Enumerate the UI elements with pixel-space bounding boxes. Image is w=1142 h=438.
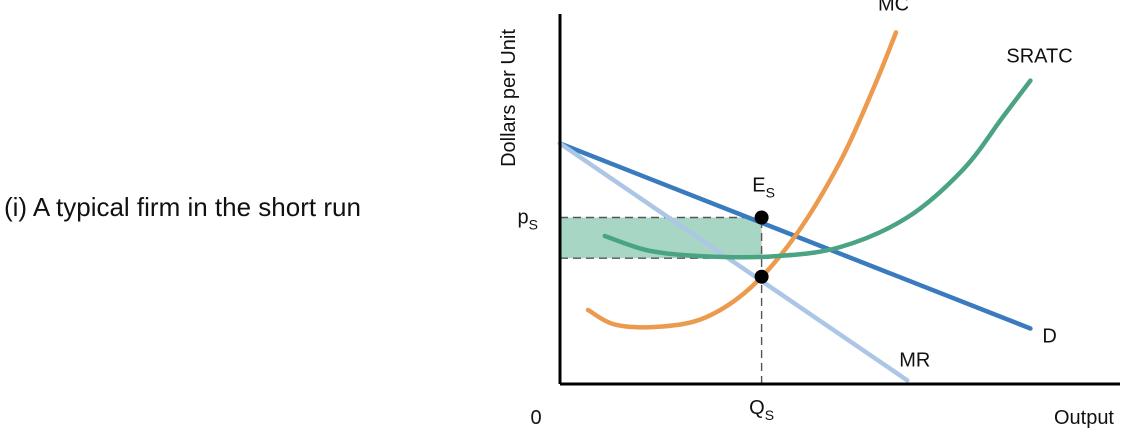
series-layer [557, 30, 1033, 383]
origin-label: 0 [530, 407, 541, 429]
series-label-mr: MR [899, 349, 930, 371]
axes-layer [558, 14, 1120, 386]
series-label-d: D [1042, 326, 1056, 348]
series-mc-curve [585, 30, 899, 330]
series-sratc-curve [602, 78, 1033, 260]
points-layer [754, 210, 769, 284]
point-es [754, 210, 769, 225]
series-label-mc: MC [878, 0, 909, 16]
y-axis-label: Dollars per Unit [498, 29, 520, 167]
figure-caption: (i) A typical firm in the short run [4, 192, 361, 222]
labels-layer: D MR MC SRATC Output Dollars per Unit 0 QS pS ES [498, 0, 1114, 429]
point-unlabeled-2 [754, 269, 769, 284]
series-label-sratc: SRATC [1006, 46, 1072, 68]
y-tick-label-ps: pS [518, 207, 538, 233]
point-label-es: ES [752, 175, 775, 201]
series-mr-curve [557, 141, 910, 383]
x-tick-label-qs: QS [749, 397, 774, 423]
x-axis-label: Output [1054, 407, 1114, 429]
reference-lines-layer [560, 216, 763, 384]
